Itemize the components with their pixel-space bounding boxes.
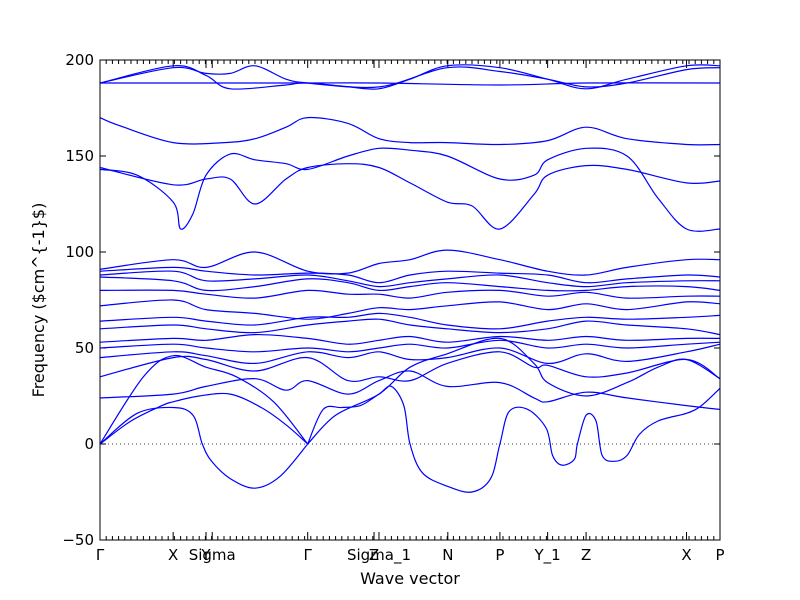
x-tick-label: P [715, 546, 724, 564]
band-line-18 [99, 249, 721, 276]
y-tick-label: −50 [62, 531, 94, 549]
x-tick-label: Γ [96, 546, 105, 564]
x-tick-label: Y_1 [534, 546, 561, 565]
band-line-15 [99, 276, 721, 292]
band-line-22 [100, 82, 721, 86]
plot-frame [99, 59, 721, 541]
x-tick-label: Y [200, 546, 211, 564]
x-tick-label: Z [369, 546, 379, 564]
band-line-8 [99, 343, 721, 365]
band-line-2 [99, 392, 309, 445]
band-line-5 [307, 337, 721, 445]
x-tick-label: N [442, 546, 453, 564]
y-tick-label: 150 [65, 147, 94, 165]
series-lines [99, 64, 721, 493]
band-line-11 [99, 318, 721, 336]
band-line-13 [99, 299, 721, 320]
band-line-6 [99, 370, 721, 410]
x-tick-label: P [495, 546, 504, 564]
band-line-16 [99, 270, 721, 288]
band-line-24 [99, 65, 721, 90]
band-line-7 [99, 351, 721, 382]
band-line-23 [99, 64, 721, 90]
band-line-20 [99, 163, 721, 230]
band-line-14 [99, 289, 721, 299]
y-tick-label: 0 [84, 435, 94, 453]
x-tick-label: Z [581, 546, 591, 564]
x-tick-label: Sigma_1 [347, 546, 411, 565]
y-axis-label: Frequency ($cm^{-1}$) [29, 203, 48, 398]
y-tick-label: 50 [75, 339, 94, 357]
band-line-3 [99, 354, 309, 445]
band-line-4 [307, 385, 721, 493]
x-axis-label: Wave vector [360, 569, 460, 588]
x-tick-label: Γ [304, 546, 313, 564]
x-tick-label: Sigma [189, 546, 236, 564]
y-tick-label: 100 [65, 243, 94, 261]
band-line-10 [99, 333, 721, 345]
band-line-21 [99, 116, 721, 146]
band-line-17 [99, 266, 721, 284]
y-tick-labels: −50 0 50 100 150 200 [62, 51, 94, 549]
x-tick-label: X [168, 546, 178, 564]
band-line-12 [99, 312, 721, 330]
band-line-19 [99, 147, 721, 232]
y-tick-label: 200 [65, 51, 94, 69]
x-tick-label: X [681, 546, 691, 564]
band-line-9 [99, 339, 721, 353]
